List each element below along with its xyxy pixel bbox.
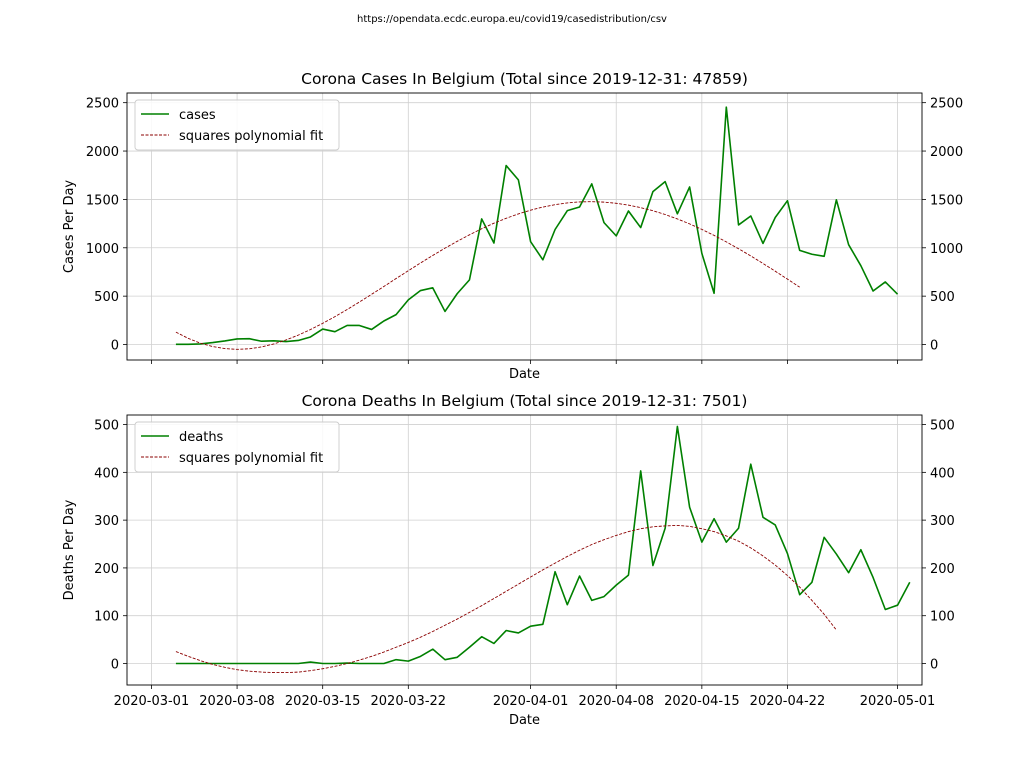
y-tick-label-right: 500 — [930, 290, 955, 305]
y-tick-label-right: 0 — [930, 657, 938, 672]
x-tick-label: 2020-05-01 — [860, 694, 936, 709]
series-line-cases — [175, 106, 899, 346]
y-tick-label-right: 2000 — [930, 145, 963, 160]
x-axis-label: Date — [509, 713, 540, 728]
y-tick-label-left: 400 — [94, 466, 119, 481]
legend-box — [134, 99, 340, 151]
legend-box — [134, 421, 340, 473]
x-tick-label: 2020-03-08 — [199, 694, 275, 709]
y-axis-label: Cases Per Day — [62, 180, 77, 274]
y-tick-label-left: 1000 — [86, 242, 119, 257]
x-tick-label: 2020-03-01 — [114, 694, 190, 709]
y-tick-label-right: 500 — [930, 419, 955, 434]
fit-line — [175, 201, 800, 350]
y-tick-label-right: 0 — [930, 339, 938, 354]
x-tick-label: 2020-03-15 — [285, 694, 361, 709]
x-axis-label: Date — [509, 367, 540, 382]
y-tick-label-left: 0 — [111, 339, 119, 354]
legend-label: cases — [179, 108, 216, 123]
legend: cases squares polynomial fit — [134, 99, 340, 151]
chart-panel-1: 0 0 500 500 1000 1000 1500 1500 2000 2000 2500 2500… — [62, 70, 963, 382]
source-url: https://opendata.ecdc.europa.eu/covid19/… — [357, 14, 667, 25]
y-tick-label-left: 500 — [94, 419, 119, 434]
y-tick-label-left: 300 — [94, 514, 119, 529]
y-tick-label-left: 2000 — [86, 145, 119, 160]
x-tick-label: 2020-04-01 — [493, 694, 569, 709]
chart-title: Corona Cases In Belgium (Total since 201… — [301, 70, 748, 88]
legend-label: squares polynomial fit — [179, 129, 323, 144]
x-tick-label: 2020-03-22 — [371, 694, 447, 709]
y-tick-label-right: 300 — [930, 514, 955, 529]
y-tick-label-right: 400 — [930, 466, 955, 481]
fit-line — [175, 524, 837, 674]
chart-title: Corona Deaths In Belgium (Total since 20… — [302, 392, 748, 410]
y-tick-label-left: 0 — [111, 657, 119, 672]
y-tick-label-right: 100 — [930, 610, 955, 625]
y-tick-label-left: 200 — [94, 562, 119, 577]
y-tick-label-right: 200 — [930, 562, 955, 577]
legend: deaths squares polynomial fit — [134, 421, 340, 473]
legend-label: deaths — [179, 430, 224, 445]
chart-panel-2: 0 0 100 100 200 200 300 300 400 400 500 500 2020-03-… — [62, 392, 955, 728]
y-tick-label-left: 2500 — [86, 97, 119, 112]
y-tick-label-left: 100 — [94, 610, 119, 625]
series-line-deaths — [175, 425, 911, 665]
y-axis-label: Deaths Per Day — [62, 499, 77, 600]
x-tick-label: 2020-04-22 — [750, 694, 826, 709]
y-tick-label-left: 1500 — [86, 193, 119, 208]
x-tick-label: 2020-04-08 — [578, 694, 654, 709]
legend-label: squares polynomial fit — [179, 451, 323, 466]
y-tick-label-right: 1500 — [930, 193, 963, 208]
y-tick-label-right: 2500 — [930, 97, 963, 112]
axes-frame — [126, 92, 923, 361]
y-tick-label-right: 1000 — [930, 242, 963, 257]
x-tick-label: 2020-04-15 — [664, 694, 740, 709]
axes-frame — [126, 414, 923, 686]
y-tick-label-left: 500 — [94, 290, 119, 305]
